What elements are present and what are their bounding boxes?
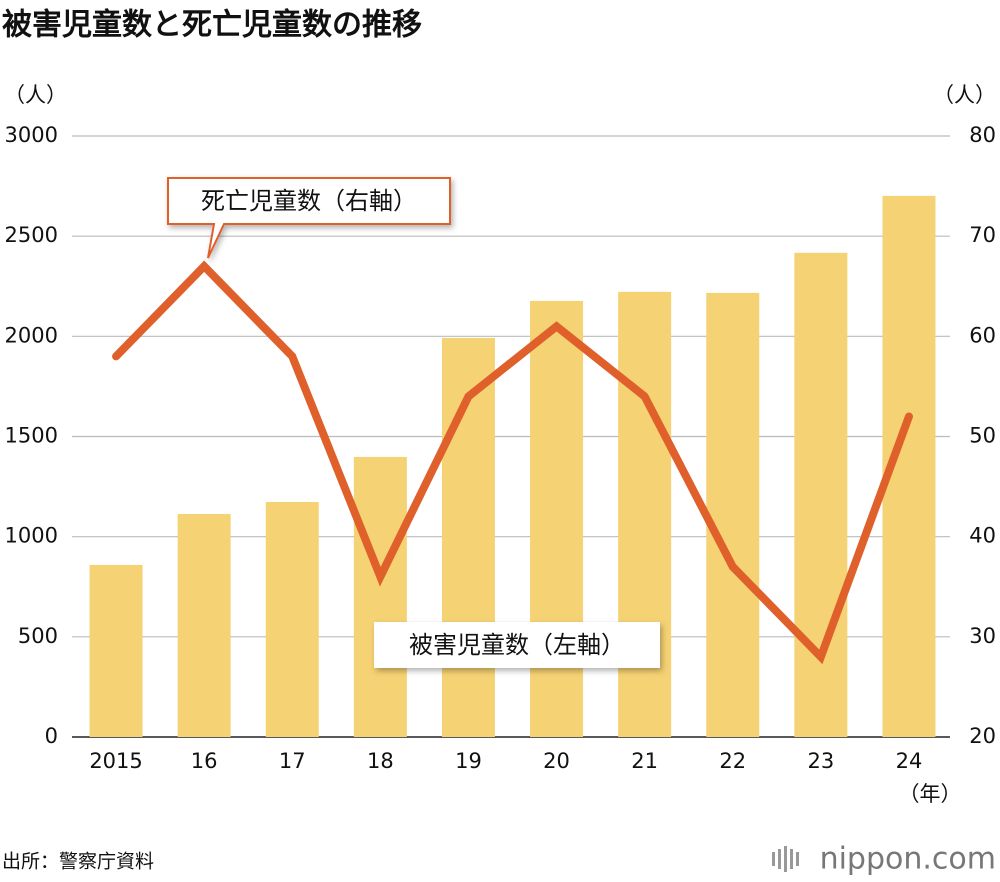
y-axis-label: （人） <box>4 83 67 107</box>
x-tick-label: 17 <box>279 749 306 773</box>
x-tick-label: 22 <box>719 749 746 773</box>
x-tick-label: 24 <box>896 749 923 773</box>
x-tick-label: 16 <box>191 749 218 773</box>
y2-tick-label: 40 <box>969 524 996 548</box>
y-tick-label: 2000 <box>5 323 58 347</box>
x-tick-label: 23 <box>807 749 834 773</box>
y-tick-label: 3000 <box>5 123 58 147</box>
bar <box>265 502 319 737</box>
callout-box <box>167 177 451 259</box>
y2-tick-label: 50 <box>969 424 996 448</box>
x-tick-label: 19 <box>455 749 482 773</box>
y-tick-label: 1000 <box>5 524 58 548</box>
logo: nippon.com <box>820 842 996 877</box>
bar <box>177 514 231 737</box>
y-tick-label: 500 <box>18 624 58 648</box>
callout-box <box>374 622 660 668</box>
x-tick-label: 18 <box>367 749 394 773</box>
legend-callout: 死亡児童数（右軸） <box>167 177 451 259</box>
source: 出所：警察庁資料 <box>2 851 154 873</box>
legend-label: 被害児童数（左軸） <box>409 631 625 659</box>
chart-title: 被害児童数と死亡児童数の推移 <box>2 8 422 43</box>
y-tick-label: 1500 <box>5 424 58 448</box>
y-tick-label: 2500 <box>5 223 58 247</box>
y-tick-label: 0 <box>45 724 58 748</box>
legend-label: 死亡児童数（右軸） <box>201 187 417 215</box>
x-tick-label: 21 <box>631 749 658 773</box>
y2-axis-label: （人） <box>933 83 996 107</box>
x-axis-label: （年） <box>899 782 962 806</box>
y2-tick-label: 60 <box>969 323 996 347</box>
bar <box>89 564 143 737</box>
logo-icon <box>772 846 799 872</box>
bar <box>618 291 672 737</box>
y2-tick-label: 80 <box>969 123 996 147</box>
legend-callout: 被害児童数（左軸） <box>374 622 660 668</box>
y2-tick-label: 30 <box>969 624 996 648</box>
x-tick-label: 20 <box>543 749 570 773</box>
bar <box>530 300 584 737</box>
x-tick-label: 2015 <box>89 749 142 773</box>
y2-tick-label: 20 <box>969 724 996 748</box>
bar <box>706 292 760 737</box>
bar <box>794 252 848 738</box>
bar <box>353 456 407 737</box>
line <box>112 260 913 665</box>
y2-tick-label: 70 <box>969 223 996 247</box>
